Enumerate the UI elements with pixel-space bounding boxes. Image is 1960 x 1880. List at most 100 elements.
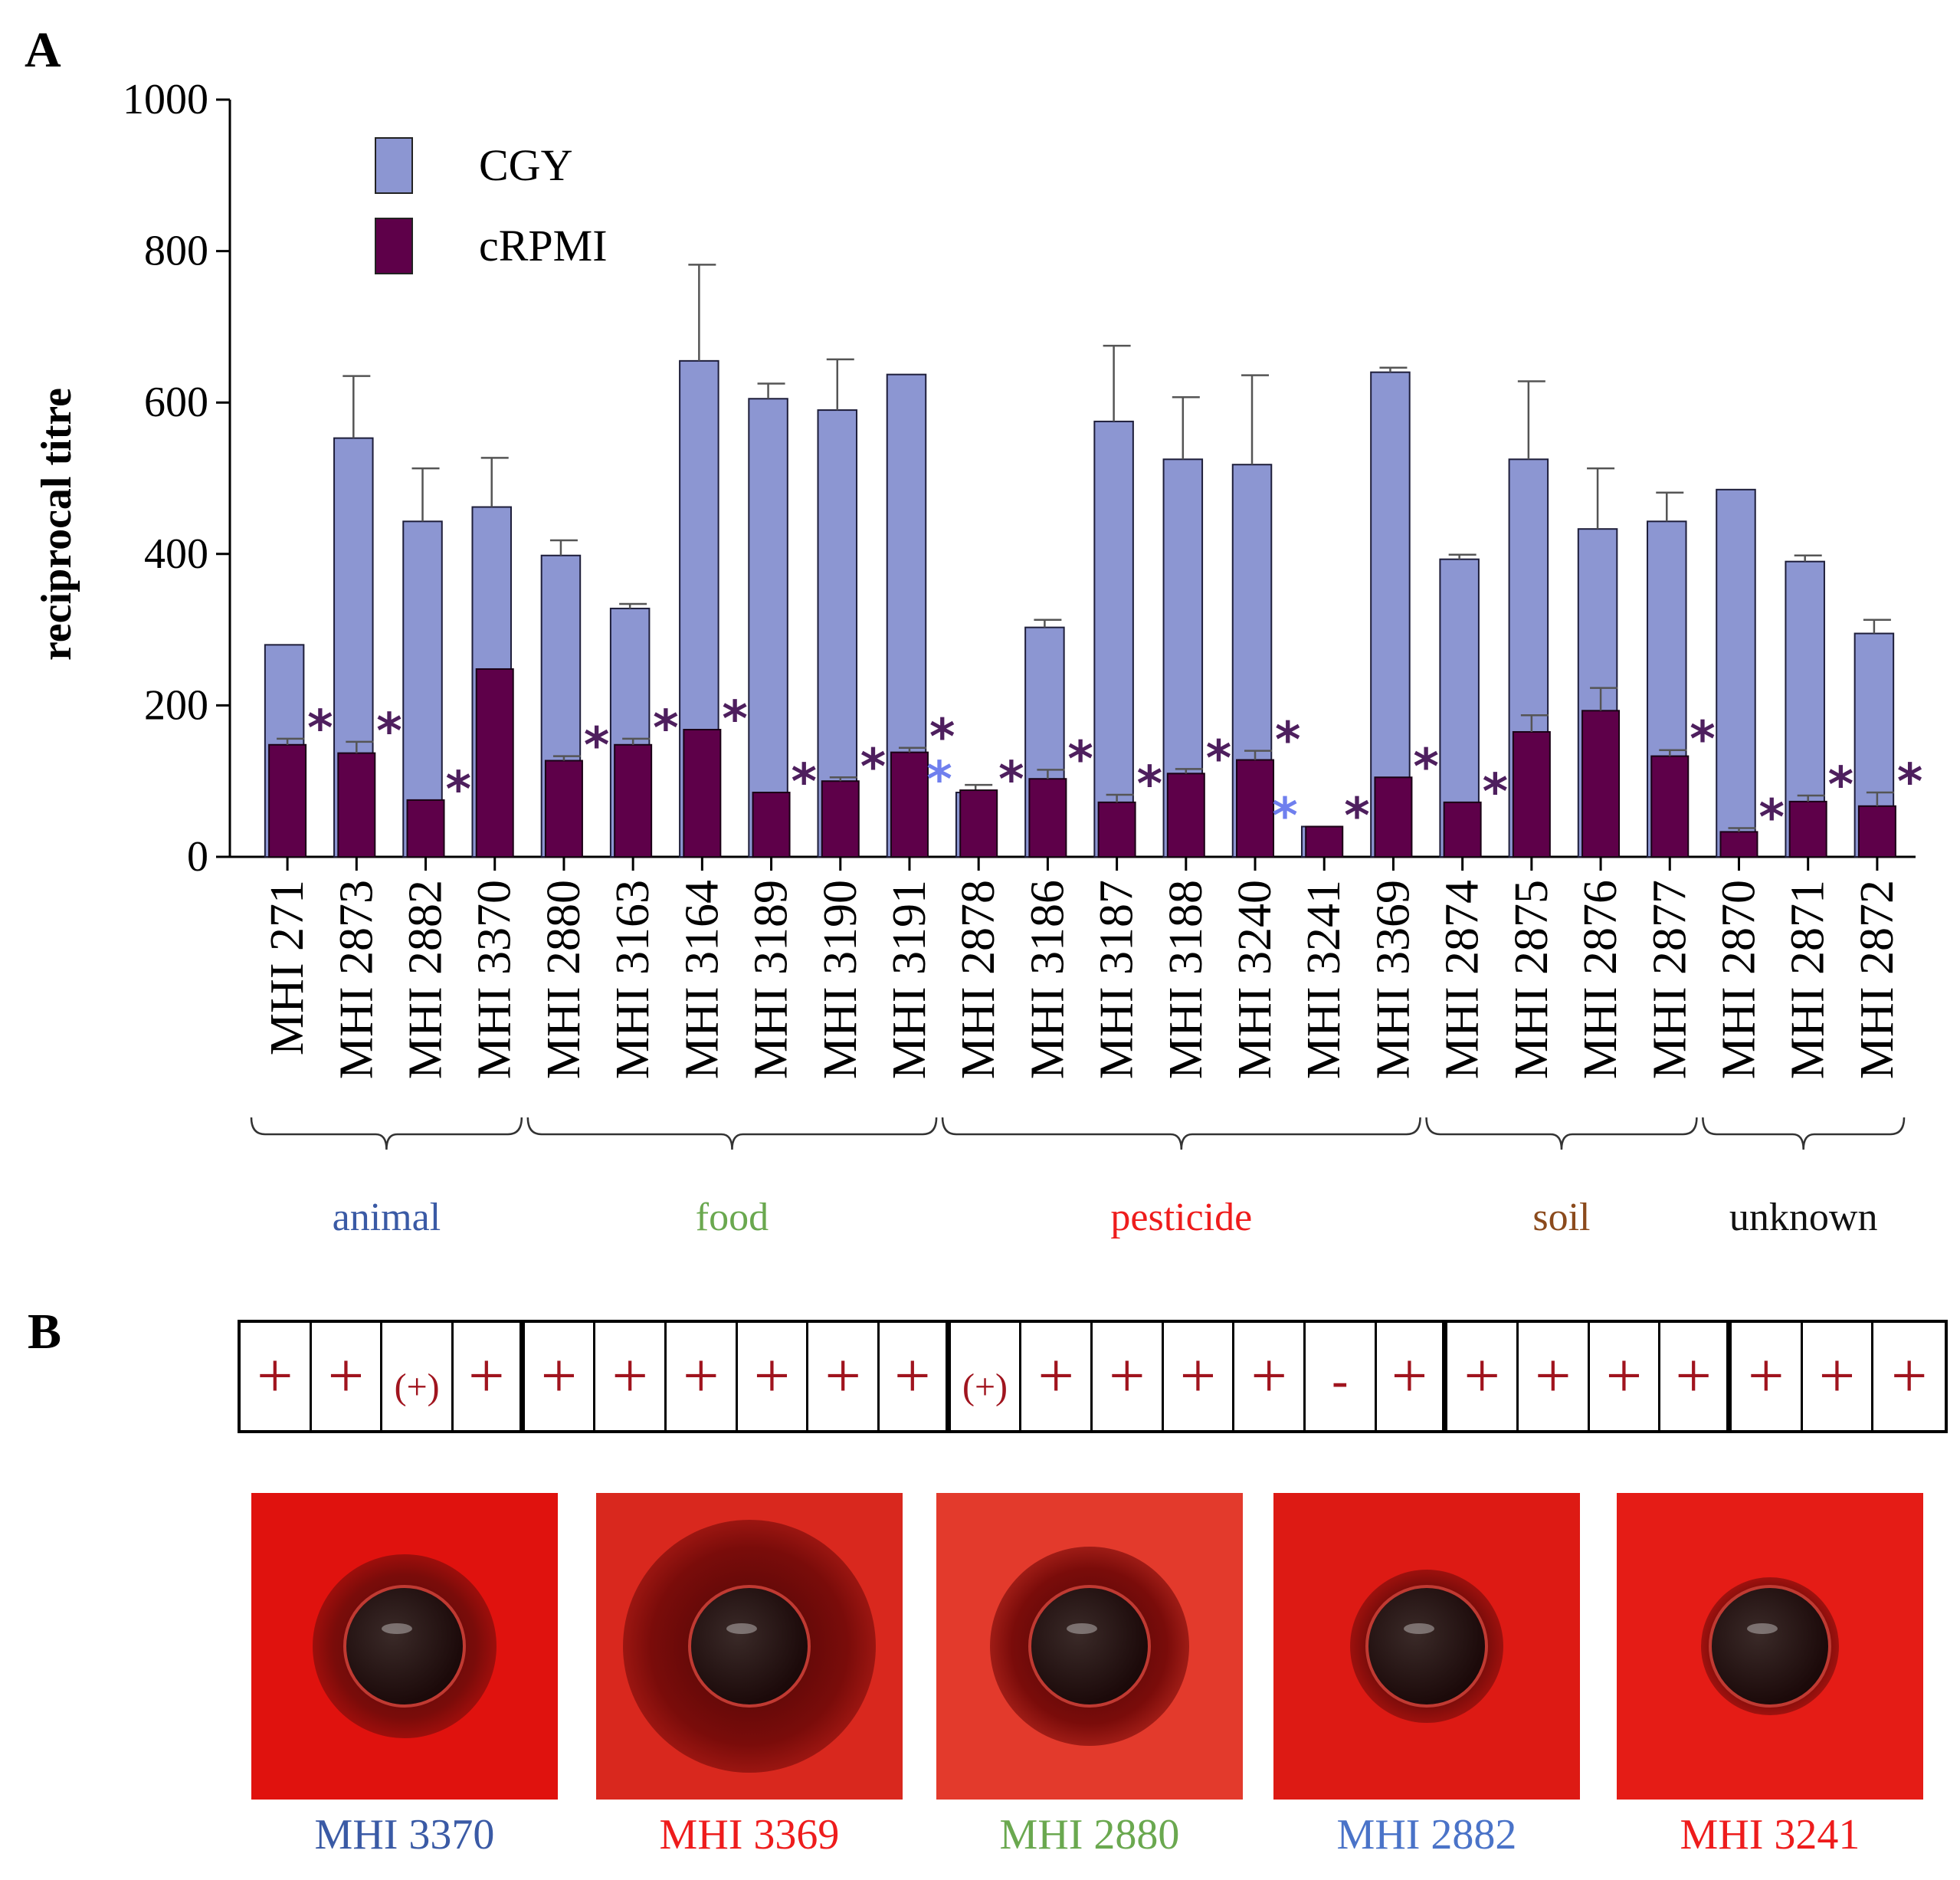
- y-tick-label: 1000: [123, 76, 208, 123]
- legend-label-cgy: CGY: [479, 140, 572, 190]
- significance-star-cgy: *: [1272, 788, 1297, 845]
- bar-crpmi: [1305, 825, 1344, 858]
- hemolysis-symbol: +: [1109, 1340, 1146, 1412]
- hemolysis-cell: +: [312, 1323, 383, 1430]
- bar-cgy: [748, 398, 788, 858]
- hemolysis-cell: +: [241, 1323, 312, 1430]
- y-tick-label: 800: [144, 228, 208, 275]
- hemolysis-cell: -: [1306, 1323, 1377, 1430]
- hemolysis-symbol: +: [1890, 1340, 1928, 1412]
- x-tick-label: MHI 2876: [1575, 880, 1627, 1079]
- hemolysis-cell: (+): [382, 1323, 454, 1430]
- well-glint: [1067, 1623, 1097, 1634]
- y-tick-label: 600: [144, 379, 208, 426]
- group-label-soil: soil: [1532, 1196, 1590, 1239]
- x-tick-label: MHI 2870: [1713, 880, 1765, 1079]
- bar-crpmi: [1581, 710, 1621, 858]
- bar-crpmi: [475, 668, 514, 858]
- hemolysis-cell: +: [1377, 1323, 1448, 1430]
- hemolysis-symbol: (+): [394, 1367, 440, 1407]
- significance-star-crpmi: *: [929, 710, 955, 766]
- significance-star-crpmi: *: [1483, 764, 1508, 821]
- bar-crpmi: [1650, 755, 1690, 858]
- x-tick-label: MHI 3369: [1367, 880, 1419, 1079]
- hemolysis-grid: + + (+) + + + + + + + (+) + + + + - + + + + + + + +: [238, 1320, 1948, 1433]
- hemolysis-cell: +: [1732, 1323, 1803, 1430]
- bar-crpmi: [683, 729, 722, 858]
- group-bracket: [526, 1117, 938, 1150]
- photo-caption: MHI 2882: [1336, 1811, 1517, 1859]
- photo-caption: MHI 2880: [999, 1811, 1180, 1859]
- hemolysis-plate-photo: [596, 1493, 903, 1800]
- x-tick-label: MHI 2878: [952, 880, 1005, 1079]
- hemolysis-cell: +: [1093, 1323, 1164, 1430]
- significance-star-crpmi: *: [1344, 788, 1369, 845]
- bar-crpmi: [1374, 776, 1413, 858]
- group-label-pesticide: pesticide: [1110, 1196, 1252, 1239]
- bar-crpmi: [337, 752, 376, 858]
- panel-a-label: A: [25, 22, 61, 78]
- group-bracket: [1702, 1117, 1906, 1150]
- well-glint: [726, 1623, 757, 1634]
- y-axis-title: reciprocal titre: [33, 388, 80, 661]
- significance-star-crpmi: *: [792, 754, 817, 811]
- significance-star-crpmi: *: [1897, 754, 1922, 811]
- significance-star-crpmi: *: [653, 700, 678, 757]
- hemolysis-symbol: -: [1332, 1353, 1349, 1407]
- significance-star-crpmi: *: [1137, 756, 1162, 813]
- significance-star-crpmi: *: [1206, 730, 1231, 787]
- well-glint: [382, 1623, 412, 1634]
- hemolysis-cell: (+): [951, 1323, 1022, 1430]
- x-tick-label: MHI 3186: [1021, 880, 1073, 1079]
- hemolysis-grid-frame: [238, 1320, 1948, 1433]
- hemolysis-cell: +: [667, 1323, 738, 1430]
- hemolysis-symbol: +: [611, 1340, 648, 1412]
- bar-crpmi: [1788, 800, 1827, 858]
- hemolysis-cell: +: [595, 1323, 667, 1430]
- bar-crpmi: [1166, 773, 1205, 858]
- hemolysis-symbol: +: [824, 1340, 861, 1412]
- hemolysis-symbol: +: [327, 1340, 365, 1412]
- agar-well: [688, 1585, 811, 1708]
- bar-crpmi: [1236, 759, 1275, 858]
- y-tick-label: 0: [187, 833, 208, 881]
- bar-crpmi: [1857, 805, 1896, 858]
- significance-star-crpmi: *: [307, 700, 333, 757]
- hemolysis-cell: +: [1660, 1323, 1732, 1430]
- x-tick-label: MHI 2880: [538, 880, 590, 1079]
- x-tick-label: MHI 3370: [469, 880, 521, 1079]
- agar-well: [1709, 1585, 1831, 1708]
- y-tick-label: 200: [144, 681, 208, 729]
- significance-star-cgy: *: [926, 752, 952, 809]
- hemolysis-symbol: +: [1675, 1340, 1712, 1412]
- group-bracket: [1425, 1117, 1698, 1150]
- x-tick-label: MHI 2882: [400, 880, 452, 1079]
- hemolysis-symbol: +: [468, 1340, 505, 1412]
- legend-label-crpmi: cRPMI: [479, 221, 608, 271]
- hemolysis-cell: +: [738, 1323, 809, 1430]
- hemolysis-cell: +: [1164, 1323, 1235, 1430]
- bar-cgy: [1093, 420, 1134, 858]
- hemolysis-symbol: +: [1250, 1340, 1287, 1412]
- bar-crpmi: [752, 792, 791, 858]
- hemolysis-cell: +: [1590, 1323, 1661, 1430]
- group-bracket: [941, 1117, 1421, 1150]
- hemolysis-symbol: +: [753, 1340, 791, 1412]
- hemolysis-symbol: +: [1391, 1340, 1428, 1412]
- hemolysis-plate-photo: [936, 1493, 1243, 1800]
- agar-well: [1028, 1585, 1151, 1708]
- bar-crpmi: [1512, 730, 1551, 858]
- significance-star-crpmi: *: [376, 704, 402, 760]
- photo-caption: MHI 3369: [659, 1811, 840, 1859]
- hemolysis-symbol: +: [1535, 1340, 1572, 1412]
- hemolysis-cell: +: [1234, 1323, 1306, 1430]
- hemolysis-symbol: +: [1179, 1340, 1217, 1412]
- photo-caption: MHI 3241: [1680, 1811, 1860, 1859]
- hemolysis-symbol: +: [1463, 1340, 1500, 1412]
- bar-crpmi: [1443, 801, 1482, 858]
- x-tick-label: MHI 3164: [676, 880, 728, 1079]
- hemolysis-plate-photo: [251, 1493, 558, 1800]
- x-tick-label: MHI 3189: [746, 880, 798, 1079]
- x-tick-label: MHI 2874: [1437, 880, 1489, 1079]
